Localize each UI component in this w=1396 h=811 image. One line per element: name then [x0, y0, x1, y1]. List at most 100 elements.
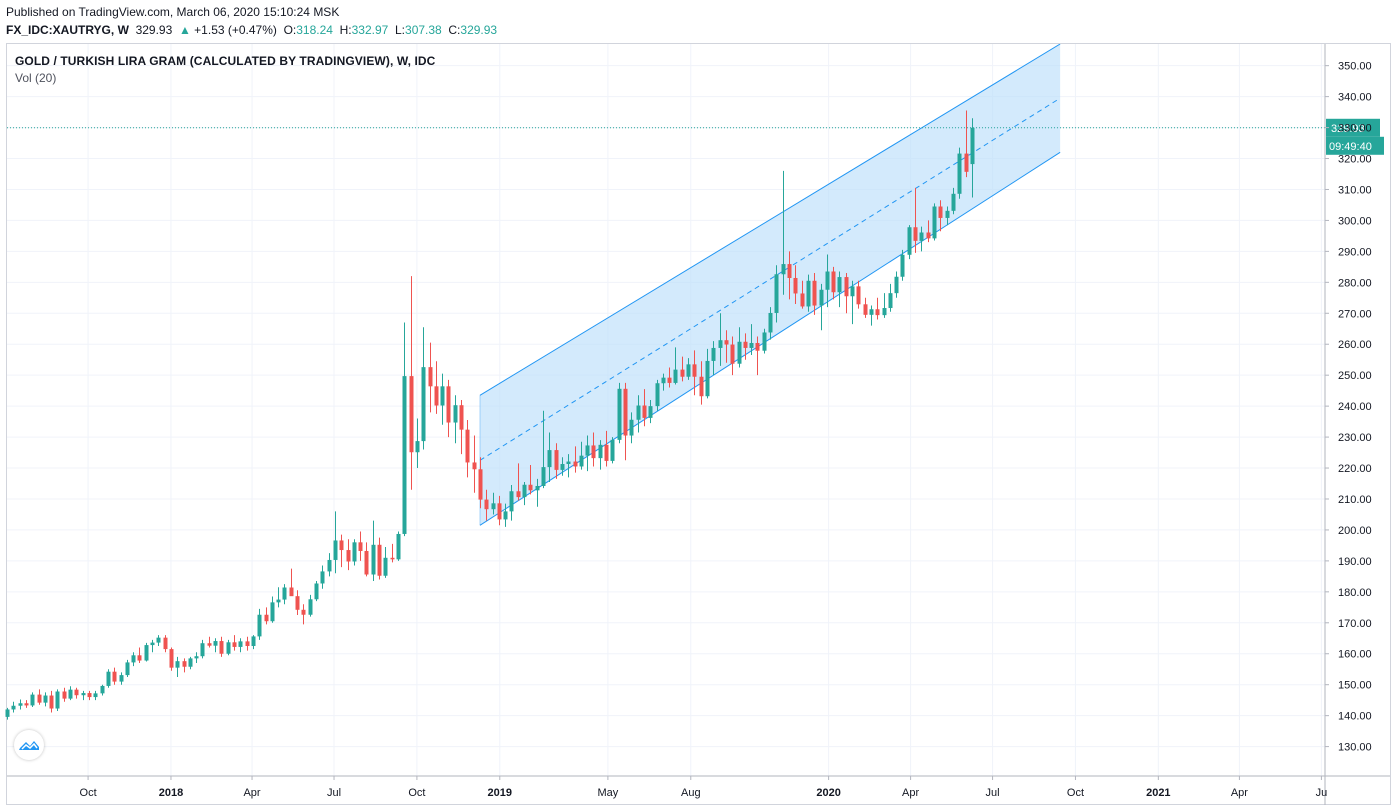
- candle[interactable]: [837, 271, 842, 308]
- candle[interactable]: [453, 395, 458, 444]
- candle[interactable]: [314, 581, 319, 602]
- candle[interactable]: [749, 324, 754, 356]
- candle[interactable]: [30, 692, 35, 707]
- candle[interactable]: [245, 636, 250, 651]
- candle[interactable]: [276, 587, 281, 608]
- candle[interactable]: [446, 379, 451, 438]
- candle[interactable]: [591, 432, 596, 467]
- candle[interactable]: [346, 539, 351, 571]
- tradingview-logo-icon[interactable]: [14, 730, 44, 760]
- candle[interactable]: [913, 187, 918, 253]
- candle[interactable]: [547, 432, 552, 482]
- candle[interactable]: [327, 553, 332, 577]
- candle[interactable]: [743, 333, 748, 360]
- candle[interactable]: [219, 636, 224, 657]
- candle[interactable]: [926, 220, 931, 243]
- candle[interactable]: [459, 399, 464, 455]
- candle[interactable]: [655, 379, 660, 411]
- candle[interactable]: [465, 420, 470, 478]
- candle[interactable]: [667, 367, 672, 388]
- candle[interactable]: [62, 687, 67, 702]
- candle[interactable]: [800, 280, 805, 309]
- candle[interactable]: [787, 251, 792, 300]
- candle[interactable]: [692, 350, 697, 396]
- candle[interactable]: [131, 652, 136, 667]
- candle[interactable]: [579, 441, 584, 470]
- candle[interactable]: [163, 635, 168, 653]
- candle[interactable]: [396, 531, 401, 561]
- candle[interactable]: [516, 463, 521, 501]
- candle[interactable]: [93, 690, 98, 701]
- candle[interactable]: [686, 358, 691, 380]
- candle[interactable]: [623, 382, 628, 461]
- candle[interactable]: [730, 336, 735, 376]
- candle[interactable]: [831, 266, 836, 300]
- candle[interactable]: [522, 481, 527, 506]
- candle[interactable]: [875, 297, 880, 320]
- candle[interactable]: [200, 639, 205, 659]
- candle[interactable]: [699, 361, 704, 405]
- candle[interactable]: [705, 348, 710, 399]
- candle[interactable]: [919, 226, 924, 252]
- candle[interactable]: [415, 418, 420, 469]
- candle[interactable]: [37, 689, 42, 705]
- candle[interactable]: [289, 568, 294, 597]
- candle[interactable]: [768, 307, 773, 340]
- candle[interactable]: [207, 636, 212, 648]
- candle[interactable]: [894, 271, 899, 298]
- candle[interactable]: [856, 280, 861, 309]
- candle[interactable]: [428, 342, 433, 413]
- candle[interactable]: [434, 361, 439, 414]
- candle[interactable]: [900, 249, 905, 281]
- candle[interactable]: [251, 635, 256, 650]
- candle[interactable]: [680, 356, 685, 382]
- candle[interactable]: [573, 446, 578, 473]
- candle[interactable]: [320, 565, 325, 589]
- candle[interactable]: [175, 656, 180, 677]
- candle[interactable]: [945, 206, 950, 226]
- candle[interactable]: [566, 454, 571, 478]
- candle[interactable]: [295, 590, 300, 616]
- candle[interactable]: [964, 110, 969, 178]
- candle[interactable]: [888, 283, 893, 312]
- symbol-name[interactable]: FX_IDC:XAUTRYG, W: [6, 23, 129, 37]
- candle[interactable]: [188, 656, 193, 670]
- candle[interactable]: [850, 280, 855, 325]
- candle[interactable]: [673, 347, 678, 385]
- candle[interactable]: [541, 410, 546, 489]
- candle[interactable]: [18, 699, 23, 710]
- candle[interactable]: [87, 690, 92, 701]
- candle[interactable]: [661, 373, 666, 391]
- candle[interactable]: [264, 607, 269, 625]
- candle[interactable]: [951, 187, 956, 215]
- candle[interactable]: [598, 440, 603, 470]
- candle[interactable]: [957, 147, 962, 199]
- candle[interactable]: [762, 328, 767, 354]
- candle[interactable]: [333, 511, 338, 574]
- candle[interactable]: [970, 118, 975, 198]
- candle[interactable]: [301, 604, 306, 625]
- candle[interactable]: [554, 443, 559, 479]
- candle[interactable]: [169, 647, 174, 671]
- candle[interactable]: [358, 531, 363, 561]
- candle[interactable]: [560, 457, 565, 476]
- candle[interactable]: [282, 584, 287, 605]
- candle[interactable]: [270, 596, 275, 623]
- candle[interactable]: [5, 707, 10, 720]
- candle[interactable]: [125, 659, 130, 677]
- candle[interactable]: [604, 430, 609, 467]
- candle[interactable]: [610, 437, 615, 464]
- candle[interactable]: [55, 689, 60, 712]
- candle[interactable]: [907, 225, 912, 260]
- candle[interactable]: [793, 265, 798, 304]
- candle[interactable]: [819, 283, 824, 331]
- candle[interactable]: [421, 327, 426, 450]
- candle[interactable]: [257, 608, 262, 640]
- candle[interactable]: [869, 305, 874, 326]
- candle[interactable]: [806, 274, 811, 312]
- candle[interactable]: [74, 687, 79, 699]
- candle[interactable]: [535, 478, 540, 507]
- candle[interactable]: [812, 273, 817, 315]
- candle[interactable]: [232, 635, 237, 651]
